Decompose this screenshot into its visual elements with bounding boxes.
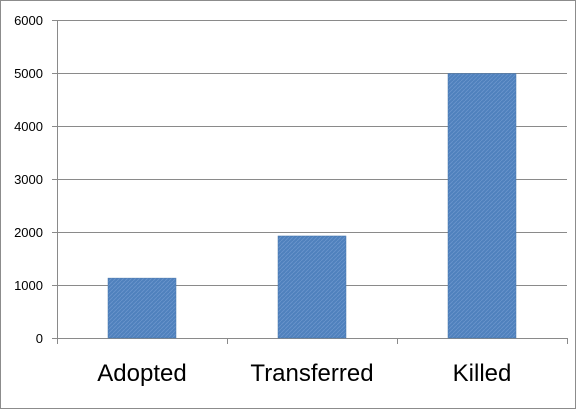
y-tick-label: 4000 — [14, 119, 43, 134]
bar-transferred — [277, 235, 347, 339]
y-tick-label: 0 — [36, 331, 43, 346]
y-tick-label: 3000 — [14, 172, 43, 187]
x-tick-label: Transferred — [250, 360, 373, 387]
x-tick-label: Killed — [453, 360, 512, 387]
axes — [52, 20, 568, 344]
x-tick-label: Adopted — [97, 360, 186, 387]
x-axis-tick-labels: Adopted Transferred Killed — [97, 360, 511, 387]
y-tick-label: 5000 — [14, 66, 43, 81]
y-tick-label: 6000 — [14, 13, 43, 28]
y-tick-label: 1000 — [14, 278, 43, 293]
y-axis-tick-labels: 0 1000 2000 3000 4000 5000 6000 — [14, 13, 43, 346]
bar-adopted — [107, 277, 177, 339]
bar-killed — [447, 73, 517, 339]
y-tick-label: 2000 — [14, 225, 43, 240]
bars — [107, 73, 517, 339]
